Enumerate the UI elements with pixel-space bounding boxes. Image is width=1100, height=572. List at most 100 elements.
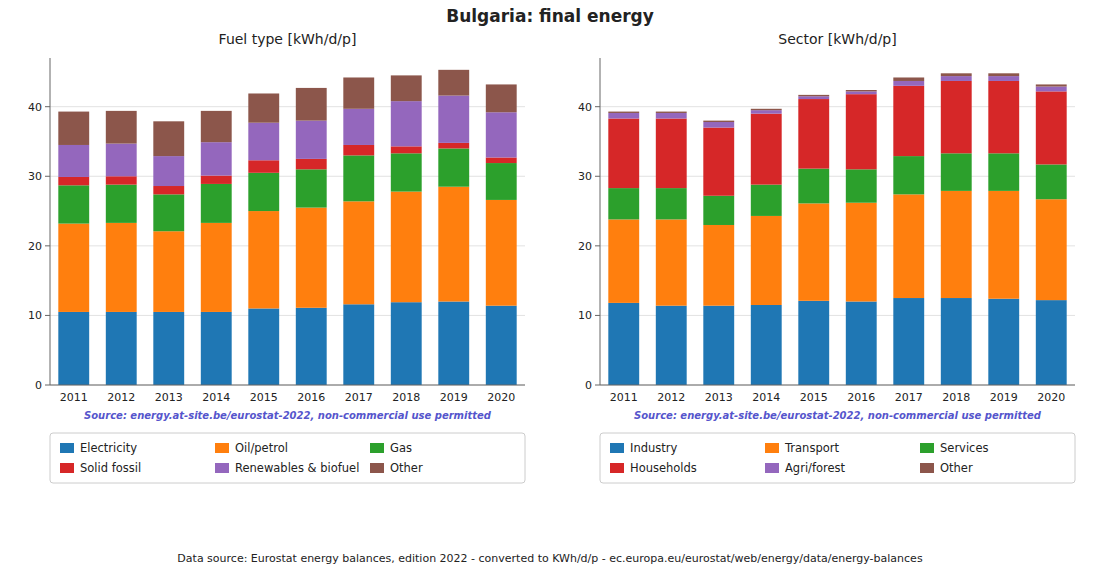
bar-segment [58,145,89,177]
y-tick-label: 0 [585,379,592,392]
y-tick-label: 10 [578,309,592,322]
legend-label: Gas [390,441,412,455]
bar-segment [58,224,89,312]
bar-segment [893,194,924,298]
bar-segment [201,223,232,312]
bar-segment [1036,91,1067,164]
bar-segment [703,121,734,122]
legend-label: Other [390,461,423,475]
legend-swatch [920,463,934,473]
legend-label: Transport [784,441,839,455]
x-tick-label: 2018 [392,391,420,404]
x-tick-label: 2013 [155,391,183,404]
x-axis-line [600,385,1075,386]
bar-segment [248,211,279,308]
bar-segment [846,203,877,302]
bar-segment [941,81,972,153]
bars [58,70,516,385]
bar-segment [988,299,1019,385]
legend-label: Other [940,461,973,475]
bar-segment [941,153,972,191]
legend-swatch [765,463,779,473]
bar-segment [941,298,972,385]
y-axis-line [50,58,51,385]
x-tick-label: 2020 [487,391,515,404]
bar-segment [343,304,374,385]
bar-segment [438,187,469,302]
bar-segment [58,312,89,385]
bar-segment [608,119,639,189]
legend-box [50,433,525,483]
bar-segment [296,308,327,385]
panel: Sector [kWh/d/p]010203040201120122013201… [578,31,1075,483]
bar-segment [798,99,829,169]
legend-label: Industry [630,441,677,455]
bar-segment [988,81,1019,153]
y-tick-label: 0 [35,379,42,392]
chart-title: Fuel type [kWh/d/p] [219,31,357,47]
bar-segment [248,160,279,173]
y-tick [595,385,600,386]
bar-segment [846,90,877,91]
legend-swatch [60,463,74,473]
legend-swatch [610,463,624,473]
legend-label: Households [630,461,697,475]
y-tick-label: 20 [28,240,42,253]
y-tick [595,245,600,246]
bar-segment [391,153,422,191]
bar-segment [751,216,782,305]
legend: ElectricityOil/petrolGasSolid fossilRene… [50,433,525,483]
x-tick-label: 2015 [250,391,278,404]
bar-segment [608,188,639,219]
bar-segment [751,109,782,110]
bar-segment [58,185,89,223]
bar-segment [893,86,924,156]
bar-segment [703,225,734,306]
x-tick-label: 2016 [847,391,875,404]
bar-segment [486,306,517,385]
bar-segment [106,312,137,385]
bar-segment [201,184,232,223]
x-tick-label: 2019 [440,391,468,404]
bar-segment [608,303,639,385]
bar-segment [106,185,137,223]
bar-segment [656,113,687,119]
legend-swatch [370,463,384,473]
bar-segment [201,312,232,385]
bar-segment [153,186,184,194]
bar-segment [438,148,469,186]
bar-segment [58,177,89,185]
legend-box [600,433,1075,483]
y-tick [45,176,50,177]
bar-segment [656,306,687,385]
legend-label: Electricity [80,441,137,455]
bar-segment [486,163,517,200]
y-tick-label: 10 [28,309,42,322]
x-tick-label: 2017 [345,391,373,404]
x-tick-label: 2016 [297,391,325,404]
legend-swatch [370,443,384,453]
bar-segment [248,173,279,211]
bar-segment [296,169,327,207]
bar-segment [201,111,232,142]
legend-label: Agri/forest [785,461,846,475]
y-tick-label: 20 [578,240,592,253]
bar-segment [438,143,469,149]
bar-segment [893,298,924,385]
legend: IndustryTransportServicesHouseholdsAgri/… [600,433,1075,483]
y-tick-label: 30 [28,170,42,183]
bar-segment [703,128,734,196]
x-tick-label: 2015 [800,391,828,404]
bar-segment [893,156,924,194]
bar-segment [703,122,734,128]
figure-title: Bulgaria: final energy [446,6,654,26]
bar-segment [798,203,829,300]
figure: Bulgaria: final energyData source: Euros… [0,0,1100,572]
x-tick-label: 2014 [202,391,230,404]
x-tick-label: 2020 [1037,391,1065,404]
y-tick [45,245,50,246]
bar-segment [486,157,517,163]
bar-segment [296,208,327,308]
legend-swatch [610,443,624,453]
bar-segment [296,88,327,121]
